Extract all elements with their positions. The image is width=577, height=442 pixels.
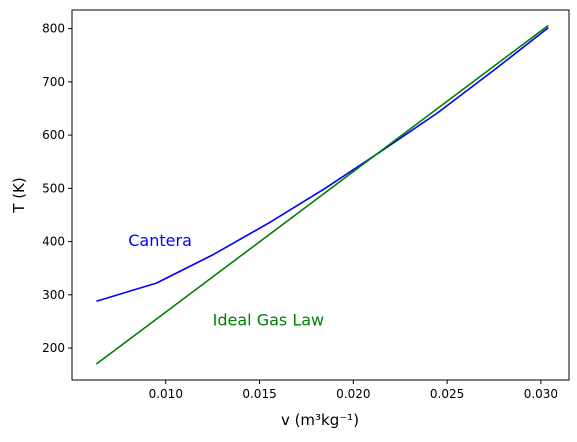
y-tick-label: 200 — [42, 341, 65, 355]
plot-area-frame — [71, 9, 570, 381]
x-axis-ticks: 0.010 0.015 0.020 0.025 0.030 — [149, 380, 558, 401]
series-line-ideal-gas-law — [95, 24, 549, 365]
annotation-cantera: Cantera — [128, 231, 192, 250]
x-axis-label: v (m³kg⁻¹) — [281, 411, 359, 429]
y-tick-label: 300 — [42, 288, 65, 302]
annotation-layer: Cantera Ideal Gas Law — [128, 231, 324, 329]
y-tick-label: 600 — [42, 128, 65, 142]
annotation-ideal-gas-law: Ideal Gas Law — [213, 310, 324, 329]
x-tick-label: 0.020 — [336, 387, 370, 401]
y-tick-label: 800 — [42, 22, 65, 36]
x-tick-label: 0.030 — [524, 387, 558, 401]
y-tick-label: 400 — [42, 235, 65, 249]
series-layer — [95, 24, 549, 365]
x-tick-label: 0.025 — [430, 387, 464, 401]
x-tick-label: 0.015 — [242, 387, 276, 401]
series-line-cantera — [96, 26, 549, 302]
x-tick-label: 0.010 — [149, 387, 183, 401]
y-tick-label: 700 — [42, 75, 65, 89]
y-axis-ticks: 200 300 400 500 600 700 800 — [42, 22, 72, 355]
y-axis-label: T (K) — [10, 177, 28, 213]
y-tick-label: 500 — [42, 181, 65, 195]
